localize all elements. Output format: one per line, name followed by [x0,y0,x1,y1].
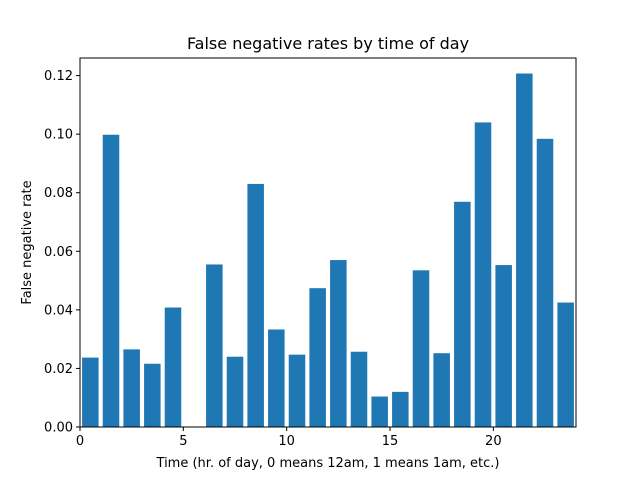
x-axis-ticks: 0 5 10 15 20 [76,427,502,449]
bar [495,265,512,427]
x-tick-label: 20 [485,434,502,449]
x-axis-label: Time (hr. of day, 0 means 12am, 1 means … [156,456,500,471]
plot-frame [79,57,577,428]
bar [536,138,554,428]
bar [454,201,471,427]
bar [309,288,326,427]
bar [474,122,492,427]
x-tick-label: 5 [179,434,187,449]
y-tick-label: 0.02 [44,362,73,377]
bar [123,349,140,427]
bar [247,183,264,427]
bar [557,302,574,427]
bar [516,73,533,428]
y-axis-ticks: 0.00 0.02 0.04 0.06 0.08 0.10 0.12 [44,69,80,436]
bar [82,357,99,427]
bar [330,260,347,427]
bar [144,363,161,427]
bar [392,391,409,427]
y-tick-label: 0.00 [44,421,73,436]
bar [350,351,368,427]
y-tick-label: 0.08 [44,186,73,201]
x-tick-label: 0 [76,434,84,449]
bars-group [82,73,574,428]
bar [371,396,388,427]
x-tick-label: 10 [278,434,295,449]
chart-title: False negative rates by time of day [187,34,469,53]
y-tick-label: 0.12 [44,69,73,84]
y-tick-label: 0.04 [44,303,73,318]
bar [206,264,223,427]
bar [268,329,285,427]
y-tick-label: 0.10 [44,128,73,143]
y-axis-label: False negative rate [20,180,35,304]
bar [288,354,306,427]
x-tick-label: 15 [382,434,399,449]
bar [433,353,450,427]
bar [412,270,430,427]
bar [102,134,120,427]
bar [226,356,244,427]
bar [164,307,182,427]
y-tick-label: 0.06 [44,245,73,260]
